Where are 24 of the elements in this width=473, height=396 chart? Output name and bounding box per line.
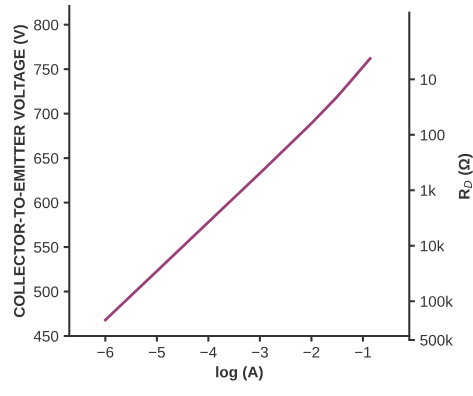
y2-tick-label: 1k <box>420 184 436 196</box>
y2-tick-label: 100k <box>420 296 453 307</box>
y-axis-title: COLLECTOR-TO-EMITTER VOLTAGE (V) <box>14 25 28 318</box>
y2-tick-label: 10 <box>420 74 436 86</box>
y-tick-label: 500 <box>34 286 58 298</box>
x-tick-label: −6 <box>97 346 114 358</box>
y2-tick-label: 500k <box>420 334 453 346</box>
y2-tick-label: 100 <box>420 130 445 140</box>
y-tick-label: 450 <box>34 330 58 342</box>
x-tick-label: −5 <box>148 346 165 358</box>
y-tick-label: 700 <box>34 108 58 120</box>
y-tick-label: 650 <box>34 152 58 164</box>
x-tick-label: −4 <box>200 346 217 358</box>
y-tick-label: 550 <box>34 242 58 253</box>
y-tick-label: 800 <box>34 20 58 30</box>
y2-tick-label: 10k <box>420 240 444 252</box>
y2-axis-title: R$_{D}$ (Ω) <box>458 154 473 199</box>
line-series <box>104 57 372 322</box>
x-tick-label: −2 <box>303 346 320 358</box>
y-tick-label: 600 <box>34 197 58 208</box>
x-tick-label: −1 <box>354 346 371 358</box>
x-axis-title: log (A) <box>216 366 263 381</box>
y-tick-label: 750 <box>34 64 58 75</box>
x-tick-label: −3 <box>252 346 268 358</box>
